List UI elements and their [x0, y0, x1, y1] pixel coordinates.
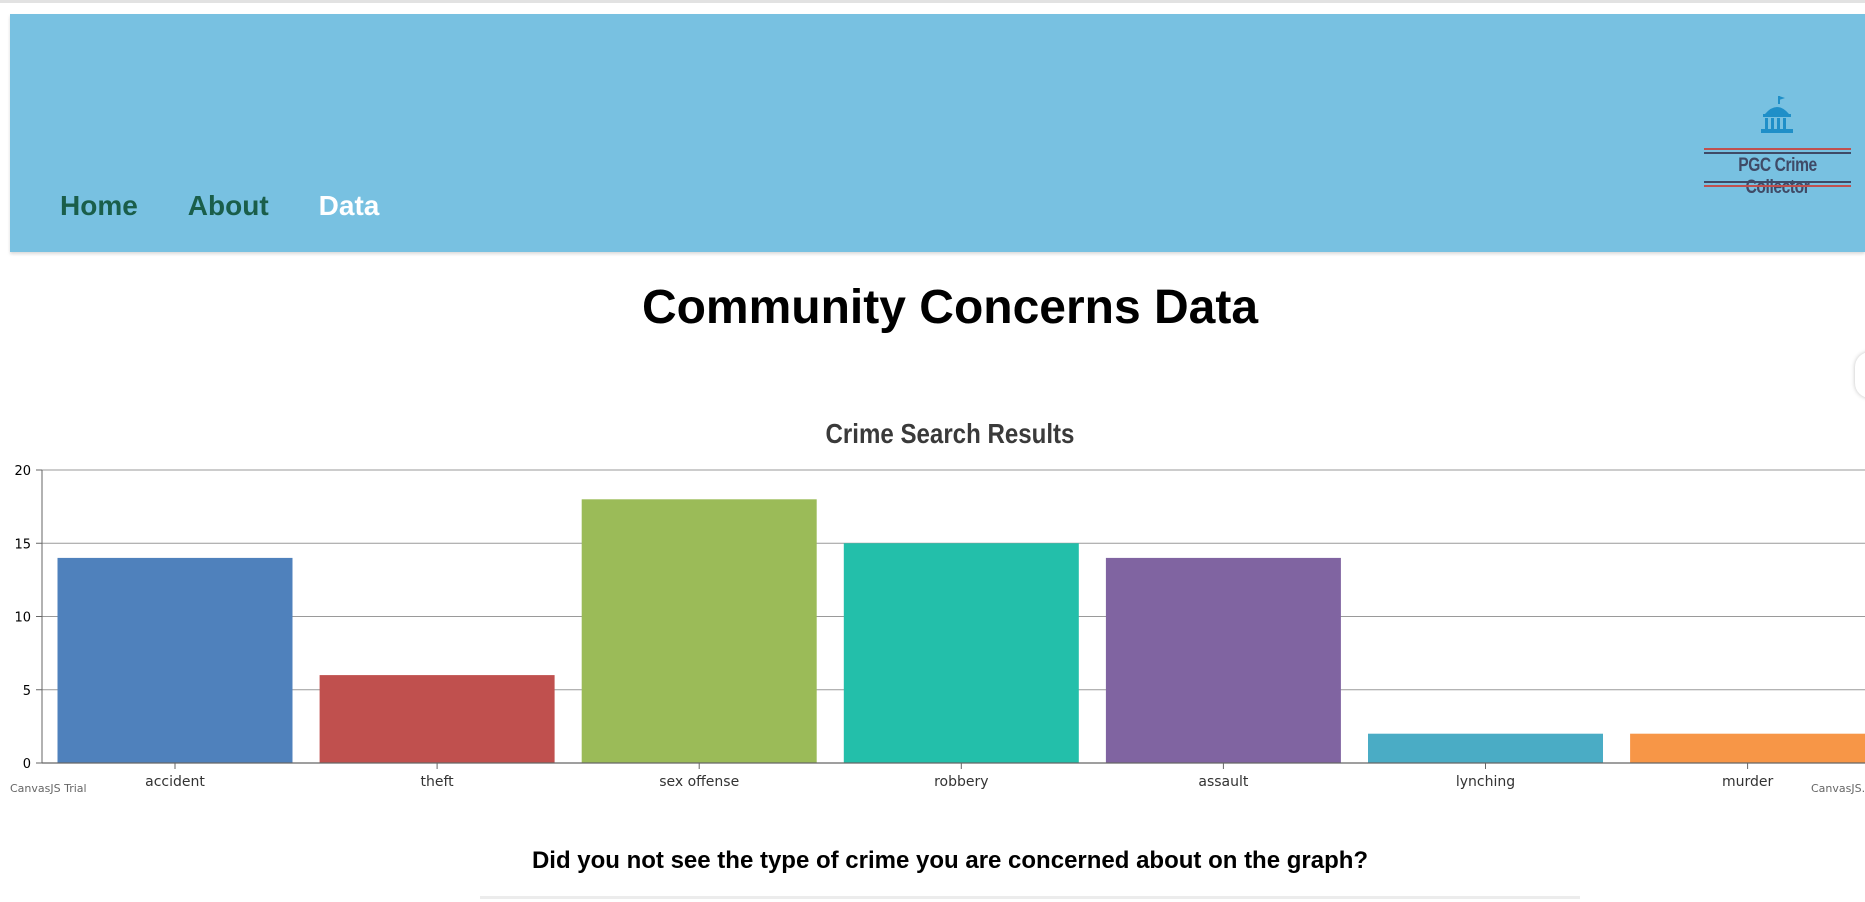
bar-theft [319, 675, 555, 763]
bar-accident [57, 557, 293, 763]
nav-about-link[interactable]: About [187, 190, 269, 221]
main-nav: Home About Data [60, 190, 379, 222]
chart-title: Crime Search Results [826, 417, 1075, 449]
top-border [0, 0, 1865, 3]
logo-stripe [1704, 185, 1851, 187]
x-tick-label: sex offense [659, 774, 739, 790]
capitol-building-icon [1761, 96, 1793, 133]
y-tick-label: 15 [14, 537, 31, 552]
y-tick-label: 10 [14, 611, 31, 626]
logo-stripe [1704, 181, 1851, 183]
nav-data-link[interactable]: Data [318, 190, 380, 221]
x-tick-label: lynching [1456, 774, 1515, 790]
site-logo[interactable]: PGC Crime Collector [1690, 94, 1865, 198]
nav-home-link[interactable]: Home [60, 190, 138, 221]
x-tick-label: murder [1722, 774, 1774, 790]
crime-bar-chart: Crime Search Results 0 5 10 15 20 accident thef… [10, 417, 1865, 795]
bar-robbery [843, 543, 1079, 763]
logo-stripe [1704, 148, 1851, 150]
logo-stripe [1704, 152, 1851, 154]
watermark-right: CanvasJS.com [1811, 782, 1865, 795]
scroll-handle[interactable] [1855, 352, 1865, 398]
missing-crime-question: Did you not see the type of crime you ar… [531, 847, 1369, 874]
x-tick-label: accident [145, 774, 205, 790]
x-tick-label: theft [421, 774, 455, 790]
bar-sex-offense [581, 499, 817, 763]
page-title: Community Concerns Data [641, 281, 1259, 334]
faded-text-line [480, 896, 1580, 899]
site-header: Home About Data PGC Crime Collector [10, 14, 1865, 252]
y-tick-label: 5 [23, 684, 31, 699]
x-tick-label: assault [1198, 774, 1249, 790]
watermark-left: CanvasJS Trial [10, 782, 87, 795]
y-tick-label: 0 [23, 757, 31, 772]
y-tick-label: 20 [14, 464, 31, 479]
logo-text: PGC Crime Collector [1738, 155, 1817, 198]
bar-murder [1630, 733, 1865, 763]
bar-lynching [1368, 733, 1603, 763]
x-tick-label: robbery [934, 774, 988, 790]
bar-assault [1105, 557, 1341, 763]
